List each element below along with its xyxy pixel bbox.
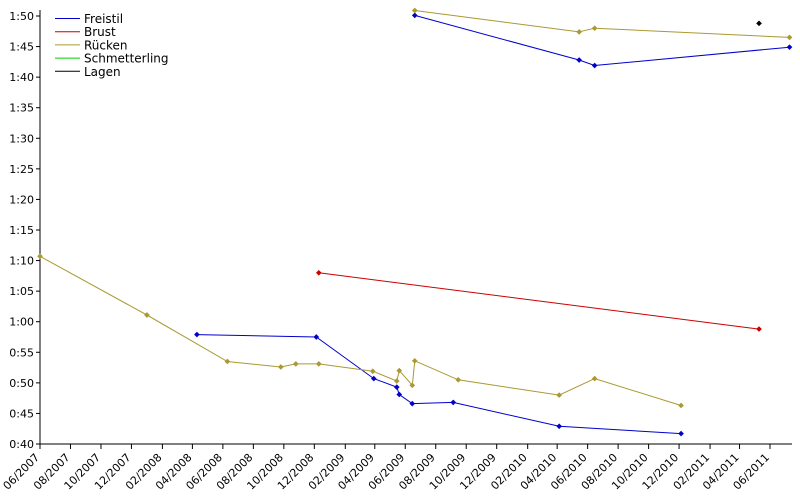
data-point — [678, 430, 684, 437]
data-point — [313, 334, 320, 340]
data-point — [293, 361, 299, 367]
legend-item: Rücken — [55, 38, 128, 52]
data-point — [369, 368, 376, 375]
data-point — [591, 375, 598, 382]
y-tick-label: 0:40 — [9, 438, 34, 451]
data-point — [411, 12, 418, 19]
y-tick-label: 1:50 — [9, 10, 34, 23]
data-point — [315, 269, 322, 276]
y-tick-label: 1:15 — [9, 224, 34, 237]
data-point — [556, 423, 562, 430]
data-point — [591, 25, 598, 32]
data-point — [393, 378, 400, 384]
series-2 — [315, 269, 762, 332]
y-tick-label: 0:45 — [9, 407, 34, 420]
data-point — [37, 253, 43, 260]
y-tick-label: 1:10 — [9, 255, 34, 268]
data-point — [409, 400, 416, 407]
series-line — [39, 255, 682, 406]
y-tick-label: 1:00 — [9, 316, 34, 329]
legend-label: Schmetterling — [84, 52, 169, 66]
legend-label: Brust — [84, 25, 116, 39]
legend-label: Lagen — [84, 65, 121, 79]
data-point — [370, 375, 377, 382]
data-point — [556, 392, 562, 398]
y-tick-label: 1:30 — [9, 132, 34, 145]
data-point — [786, 34, 793, 41]
data-point — [576, 29, 582, 35]
y-tick-label: 1:35 — [9, 102, 34, 115]
data-point — [393, 384, 400, 390]
y-tick-label: 1:40 — [9, 71, 34, 84]
data-point — [756, 326, 762, 332]
series-line — [196, 334, 682, 435]
series-line — [414, 14, 790, 67]
legend-label: Freistil — [84, 12, 123, 26]
data-point — [576, 57, 582, 63]
y-tick-label: 1:25 — [9, 163, 34, 176]
series-layer — [37, 7, 793, 437]
y-tick-label: 1:05 — [9, 285, 34, 298]
series-line — [414, 10, 790, 38]
x-axis: 06/200708/200710/200712/200702/200804/20… — [1, 443, 792, 492]
y-tick-label: 0:50 — [9, 377, 34, 390]
data-point — [194, 331, 200, 338]
y-axis: 0:40 0:45 0:50 0:55 1:00 1:05 1:10 1:15 1:20 1:25… — [9, 10, 41, 451]
data-point — [409, 382, 416, 389]
data-point — [756, 20, 762, 27]
data-point — [678, 402, 684, 409]
data-point — [450, 399, 457, 406]
legend-item: Schmetterling — [55, 52, 169, 66]
data-point — [411, 358, 418, 364]
legend-item: Brust — [55, 25, 116, 39]
data-point — [278, 364, 284, 370]
data-point — [786, 44, 793, 51]
data-point — [411, 7, 418, 14]
series-line — [318, 272, 760, 330]
data-point — [144, 312, 150, 318]
data-point — [455, 376, 462, 383]
series-5 — [756, 20, 762, 27]
series-3 — [37, 7, 793, 409]
legend-item: Freistil — [55, 12, 123, 26]
data-point — [396, 391, 403, 398]
y-tick-label: 1:45 — [9, 41, 34, 54]
data-point — [224, 358, 231, 365]
y-tick-label: 0:55 — [9, 346, 34, 359]
data-point — [315, 361, 322, 367]
legend-item: Lagen — [55, 65, 121, 79]
y-tick-label: 1:20 — [9, 193, 34, 206]
data-point — [396, 367, 403, 374]
legend-label: Rücken — [84, 38, 128, 52]
data-point — [591, 62, 598, 69]
series-1 — [194, 12, 793, 437]
